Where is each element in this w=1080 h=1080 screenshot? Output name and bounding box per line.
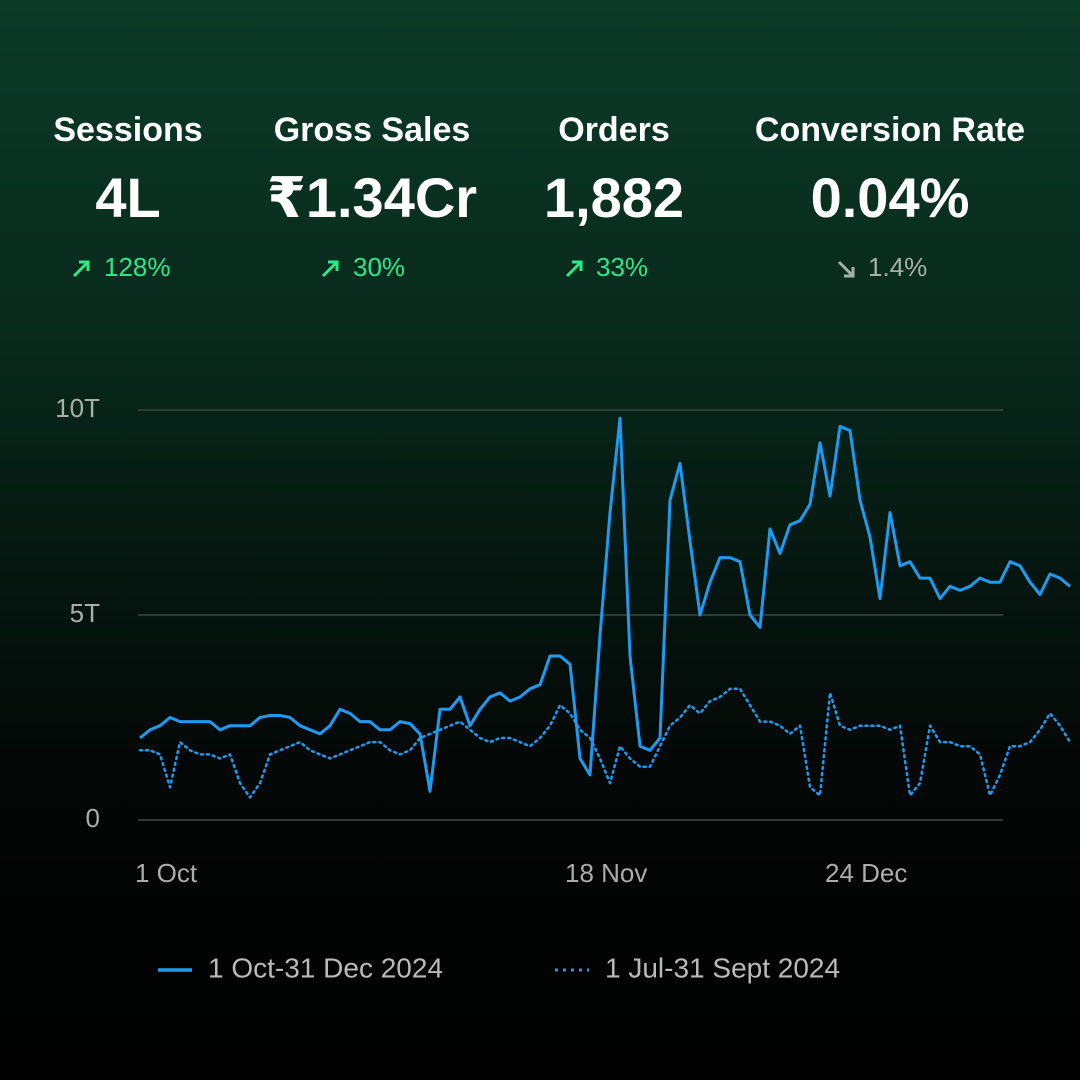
y-tick-label: 0 xyxy=(86,803,100,833)
arrow-up xyxy=(72,260,90,278)
kpi-change: 1.4% xyxy=(868,252,927,282)
arrow-down xyxy=(837,260,855,278)
arrow-up xyxy=(321,260,339,278)
kpi-gross-sales: Gross Sales ₹1.34Cr 30% xyxy=(267,111,477,282)
y-tick-label: 5T xyxy=(70,598,100,628)
legend-label: 1 Oct-31 Dec 2024 xyxy=(208,952,443,983)
chart: 0 5T 10T 1 Oct 18 Nov 24 Dec 1 Oct-31 Dec 2024… xyxy=(55,393,1072,983)
kpi-change: 30% xyxy=(353,252,405,282)
kpi-orders: Orders 1,882 33% xyxy=(544,111,684,282)
arrow-up xyxy=(565,260,583,278)
x-tick-label: 24 Dec xyxy=(825,858,907,888)
kpi-value: 1,882 xyxy=(544,166,684,229)
series-line xyxy=(138,687,1072,799)
kpi-value: 4L xyxy=(95,166,160,229)
x-tick-label: 18 Nov xyxy=(565,858,647,888)
kpi-value: 0.04% xyxy=(811,166,970,229)
kpi-change: 33% xyxy=(596,252,648,282)
kpi-conversion-rate: Conversion Rate 0.04% 1.4% xyxy=(755,111,1025,282)
kpi-value: ₹1.34Cr xyxy=(267,166,477,229)
x-tick-label: 1 Oct xyxy=(135,858,198,888)
kpi-label: Conversion Rate xyxy=(755,111,1025,149)
y-tick-label: 10T xyxy=(55,393,100,423)
legend-label: 1 Jul-31 Sept 2024 xyxy=(605,952,840,983)
kpi-sessions: Sessions 4L 128% xyxy=(53,111,202,282)
kpi-label: Gross Sales xyxy=(274,111,471,149)
kpi-change: 128% xyxy=(104,252,171,282)
series-line xyxy=(139,416,1071,793)
kpi-label: Sessions xyxy=(53,111,202,149)
kpi-label: Orders xyxy=(558,111,670,149)
